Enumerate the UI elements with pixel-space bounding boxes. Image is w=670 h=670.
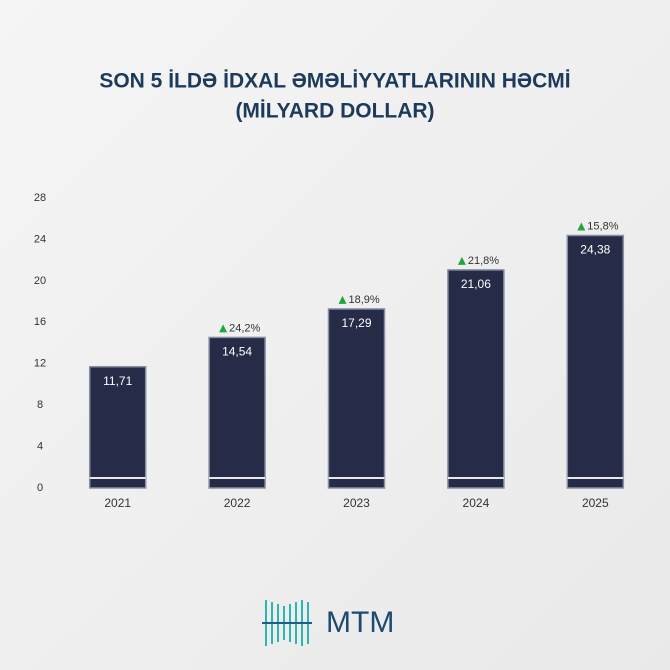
growth-arrow	[457, 256, 466, 265]
y-tick-label: 24	[34, 233, 46, 245]
y-tick-label: 8	[37, 399, 43, 411]
value-label: 21,06	[461, 277, 491, 291]
y-tick-label: 28	[34, 192, 46, 204]
growth-arrow	[338, 295, 347, 304]
y-tick-label: 12	[34, 358, 46, 370]
bar	[566, 234, 625, 489]
bar	[88, 365, 147, 489]
logo-icon	[262, 600, 312, 646]
value-label: 11,71	[103, 374, 132, 388]
value-label: 17,29	[341, 316, 371, 330]
logo-text: MTM	[326, 606, 394, 639]
y-tick-label: 4	[37, 440, 43, 452]
bar	[327, 308, 386, 489]
x-tick-label: 2024	[463, 496, 490, 510]
bar	[208, 336, 266, 489]
growth-arrow	[577, 222, 586, 231]
growth-label: 21,8%	[468, 255, 499, 267]
growth-label: 18,9%	[349, 294, 380, 306]
bar	[447, 269, 505, 489]
x-tick-label: 2025	[582, 496, 609, 510]
y-tick-label: 20	[34, 275, 46, 287]
x-tick-label: 2023	[343, 496, 370, 510]
growth-label: 24,2%	[229, 322, 260, 334]
value-label: 14,54	[222, 345, 252, 359]
y-tick-label: 16	[34, 316, 46, 328]
chart-title: SON 5 İLDƏ İDXAL ƏMƏLİYYATLARININ HƏCMİ	[99, 70, 570, 93]
y-tick-label: 0	[37, 482, 43, 494]
growth-label: 15,8%	[587, 220, 618, 232]
x-tick-label: 2022	[224, 496, 251, 510]
growth-arrow	[219, 324, 228, 333]
value-label: 24,38	[580, 243, 610, 257]
x-tick-label: 2021	[104, 496, 131, 510]
chart-subtitle: (MİLYARD DOLLAR)	[235, 100, 434, 123]
